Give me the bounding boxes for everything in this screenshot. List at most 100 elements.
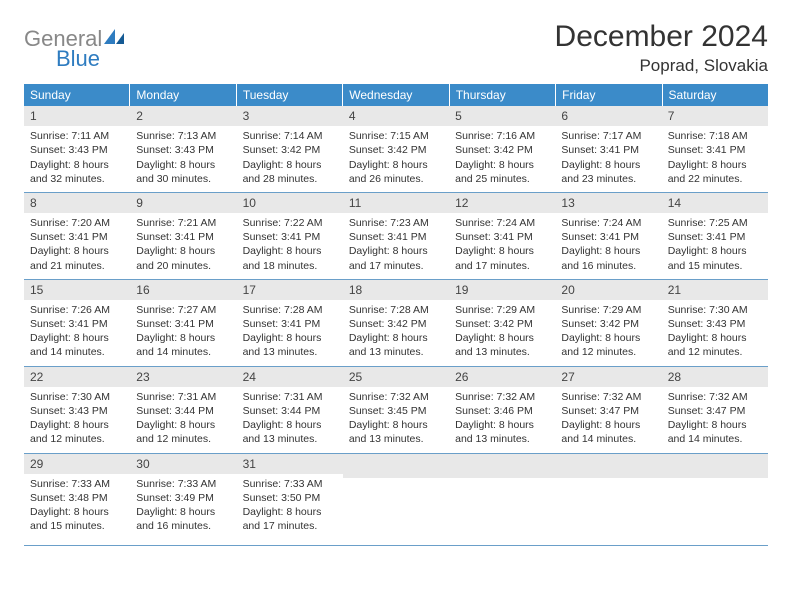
day-daylight1: Daylight: 8 hours bbox=[30, 331, 124, 345]
day-body: Sunrise: 7:32 AMSunset: 3:46 PMDaylight:… bbox=[449, 387, 555, 453]
day-daylight2: and 14 minutes. bbox=[136, 345, 230, 359]
day-daylight1: Daylight: 8 hours bbox=[668, 158, 762, 172]
day-cell: 12Sunrise: 7:24 AMSunset: 3:41 PMDayligh… bbox=[449, 193, 555, 279]
date-number-empty bbox=[449, 454, 555, 478]
date-number: 8 bbox=[24, 193, 130, 213]
day-header-friday: Friday bbox=[556, 84, 662, 106]
date-number: 22 bbox=[24, 367, 130, 387]
day-cell: 7Sunrise: 7:18 AMSunset: 3:41 PMDaylight… bbox=[662, 106, 768, 192]
day-daylight2: and 13 minutes. bbox=[243, 432, 337, 446]
day-cell: 25Sunrise: 7:32 AMSunset: 3:45 PMDayligh… bbox=[343, 367, 449, 453]
day-header-monday: Monday bbox=[130, 84, 236, 106]
day-body-empty bbox=[555, 478, 661, 545]
day-daylight2: and 12 minutes. bbox=[561, 345, 655, 359]
day-daylight2: and 22 minutes. bbox=[668, 172, 762, 186]
day-sunset: Sunset: 3:41 PM bbox=[561, 143, 655, 157]
date-number: 11 bbox=[343, 193, 449, 213]
day-daylight2: and 17 minutes. bbox=[243, 519, 337, 533]
day-daylight2: and 30 minutes. bbox=[136, 172, 230, 186]
day-daylight1: Daylight: 8 hours bbox=[455, 331, 549, 345]
day-daylight2: and 13 minutes. bbox=[243, 345, 337, 359]
day-body: Sunrise: 7:33 AMSunset: 3:49 PMDaylight:… bbox=[130, 474, 236, 540]
date-number: 16 bbox=[130, 280, 236, 300]
week-row: 15Sunrise: 7:26 AMSunset: 3:41 PMDayligh… bbox=[24, 280, 768, 367]
day-body: Sunrise: 7:32 AMSunset: 3:47 PMDaylight:… bbox=[555, 387, 661, 453]
day-daylight2: and 15 minutes. bbox=[30, 519, 124, 533]
date-number: 15 bbox=[24, 280, 130, 300]
day-cell: 30Sunrise: 7:33 AMSunset: 3:49 PMDayligh… bbox=[130, 454, 236, 545]
day-daylight2: and 23 minutes. bbox=[561, 172, 655, 186]
day-body: Sunrise: 7:24 AMSunset: 3:41 PMDaylight:… bbox=[449, 213, 555, 279]
day-sunset: Sunset: 3:41 PM bbox=[30, 317, 124, 331]
day-sunrise: Sunrise: 7:24 AM bbox=[455, 216, 549, 230]
day-cell: 3Sunrise: 7:14 AMSunset: 3:42 PMDaylight… bbox=[237, 106, 343, 192]
day-sunrise: Sunrise: 7:31 AM bbox=[136, 390, 230, 404]
day-daylight2: and 14 minutes. bbox=[668, 432, 762, 446]
date-number: 2 bbox=[130, 106, 236, 126]
day-cell: 18Sunrise: 7:28 AMSunset: 3:42 PMDayligh… bbox=[343, 280, 449, 366]
day-sunset: Sunset: 3:41 PM bbox=[30, 230, 124, 244]
day-cell: 13Sunrise: 7:24 AMSunset: 3:41 PMDayligh… bbox=[555, 193, 661, 279]
day-body: Sunrise: 7:24 AMSunset: 3:41 PMDaylight:… bbox=[555, 213, 661, 279]
day-sunrise: Sunrise: 7:28 AM bbox=[349, 303, 443, 317]
day-daylight2: and 13 minutes. bbox=[455, 345, 549, 359]
day-body: Sunrise: 7:17 AMSunset: 3:41 PMDaylight:… bbox=[555, 126, 661, 192]
day-daylight1: Daylight: 8 hours bbox=[349, 244, 443, 258]
day-sunrise: Sunrise: 7:32 AM bbox=[455, 390, 549, 404]
date-number: 18 bbox=[343, 280, 449, 300]
day-sunrise: Sunrise: 7:26 AM bbox=[30, 303, 124, 317]
day-sunrise: Sunrise: 7:17 AM bbox=[561, 129, 655, 143]
day-daylight1: Daylight: 8 hours bbox=[561, 331, 655, 345]
day-sunrise: Sunrise: 7:33 AM bbox=[243, 477, 337, 491]
date-number: 19 bbox=[449, 280, 555, 300]
day-daylight1: Daylight: 8 hours bbox=[349, 158, 443, 172]
day-sunrise: Sunrise: 7:27 AM bbox=[136, 303, 230, 317]
day-cell: 4Sunrise: 7:15 AMSunset: 3:42 PMDaylight… bbox=[343, 106, 449, 192]
date-number: 28 bbox=[662, 367, 768, 387]
logo: GeneralBlue bbox=[24, 20, 126, 72]
day-sunrise: Sunrise: 7:13 AM bbox=[136, 129, 230, 143]
day-cell: 26Sunrise: 7:32 AMSunset: 3:46 PMDayligh… bbox=[449, 367, 555, 453]
date-number: 23 bbox=[130, 367, 236, 387]
day-daylight1: Daylight: 8 hours bbox=[561, 418, 655, 432]
date-number: 27 bbox=[555, 367, 661, 387]
day-cell: 28Sunrise: 7:32 AMSunset: 3:47 PMDayligh… bbox=[662, 367, 768, 453]
day-daylight1: Daylight: 8 hours bbox=[561, 158, 655, 172]
day-body: Sunrise: 7:33 AMSunset: 3:48 PMDaylight:… bbox=[24, 474, 130, 540]
day-daylight2: and 14 minutes. bbox=[561, 432, 655, 446]
day-cell: 23Sunrise: 7:31 AMSunset: 3:44 PMDayligh… bbox=[130, 367, 236, 453]
day-sunset: Sunset: 3:41 PM bbox=[136, 317, 230, 331]
date-number: 29 bbox=[24, 454, 130, 474]
date-number: 30 bbox=[130, 454, 236, 474]
day-body: Sunrise: 7:11 AMSunset: 3:43 PMDaylight:… bbox=[24, 126, 130, 192]
day-cell: 24Sunrise: 7:31 AMSunset: 3:44 PMDayligh… bbox=[237, 367, 343, 453]
day-cell: 31Sunrise: 7:33 AMSunset: 3:50 PMDayligh… bbox=[237, 454, 343, 545]
day-cell: 21Sunrise: 7:30 AMSunset: 3:43 PMDayligh… bbox=[662, 280, 768, 366]
day-sunset: Sunset: 3:43 PM bbox=[30, 404, 124, 418]
day-body: Sunrise: 7:31 AMSunset: 3:44 PMDaylight:… bbox=[237, 387, 343, 453]
day-sunrise: Sunrise: 7:24 AM bbox=[561, 216, 655, 230]
sail-icon bbox=[104, 29, 126, 50]
day-sunset: Sunset: 3:41 PM bbox=[668, 143, 762, 157]
week-row: 8Sunrise: 7:20 AMSunset: 3:41 PMDaylight… bbox=[24, 193, 768, 280]
day-sunset: Sunset: 3:41 PM bbox=[561, 230, 655, 244]
date-number: 14 bbox=[662, 193, 768, 213]
day-sunset: Sunset: 3:41 PM bbox=[136, 230, 230, 244]
day-daylight1: Daylight: 8 hours bbox=[30, 418, 124, 432]
day-sunset: Sunset: 3:44 PM bbox=[243, 404, 337, 418]
day-header-sunday: Sunday bbox=[24, 84, 130, 106]
day-daylight2: and 16 minutes. bbox=[561, 259, 655, 273]
day-cell: 2Sunrise: 7:13 AMSunset: 3:43 PMDaylight… bbox=[130, 106, 236, 192]
day-daylight1: Daylight: 8 hours bbox=[668, 418, 762, 432]
day-daylight2: and 18 minutes. bbox=[243, 259, 337, 273]
day-sunset: Sunset: 3:41 PM bbox=[455, 230, 549, 244]
date-number: 4 bbox=[343, 106, 449, 126]
day-body: Sunrise: 7:22 AMSunset: 3:41 PMDaylight:… bbox=[237, 213, 343, 279]
day-daylight2: and 20 minutes. bbox=[136, 259, 230, 273]
day-sunrise: Sunrise: 7:32 AM bbox=[668, 390, 762, 404]
title-block: December 2024 Poprad, Slovakia bbox=[555, 20, 768, 76]
day-daylight2: and 17 minutes. bbox=[349, 259, 443, 273]
day-body-empty bbox=[343, 478, 449, 545]
day-daylight2: and 13 minutes. bbox=[455, 432, 549, 446]
day-cell: 19Sunrise: 7:29 AMSunset: 3:42 PMDayligh… bbox=[449, 280, 555, 366]
